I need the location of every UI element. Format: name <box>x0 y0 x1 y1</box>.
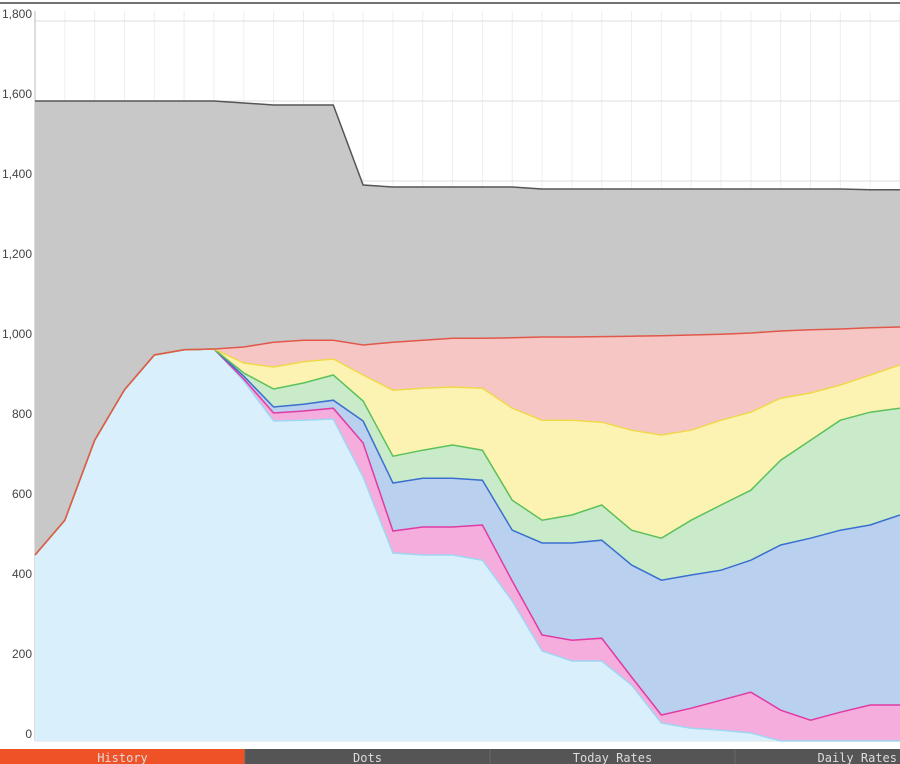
y-tick-label: 1,600 <box>2 87 32 101</box>
y-tick-label: 1,800 <box>2 7 32 21</box>
area <box>35 349 900 581</box>
y-tick-label: 1,000 <box>2 327 32 341</box>
nav-tab[interactable] <box>735 749 900 764</box>
y-tick-label: 200 <box>12 647 32 661</box>
nav-tab[interactable] <box>490 749 735 764</box>
area-line <box>35 100 900 191</box>
y-tick-label: 600 <box>12 487 32 501</box>
y-tick-label: 1,200 <box>2 247 32 261</box>
area-line <box>34 326 900 556</box>
y-tick-label: 400 <box>12 567 32 581</box>
area <box>35 349 900 555</box>
nav-tab-label[interactable]: History <box>97 751 148 764</box>
nav-tab-label[interactable]: Daily Rates <box>818 751 897 764</box>
y-tick-label: 0 <box>25 727 32 741</box>
nav-tab-label[interactable]: Dots <box>353 751 382 764</box>
area <box>35 349 900 721</box>
area <box>35 327 900 555</box>
y-tick-label: 1,400 <box>2 167 32 181</box>
y-tick-label: 800 <box>12 407 32 421</box>
area <box>35 349 900 741</box>
area <box>35 101 900 555</box>
nav-tab-label[interactable]: Today Rates <box>573 751 652 764</box>
area <box>35 349 900 741</box>
nav-tab[interactable] <box>0 749 245 764</box>
nav-tab[interactable] <box>245 749 490 764</box>
